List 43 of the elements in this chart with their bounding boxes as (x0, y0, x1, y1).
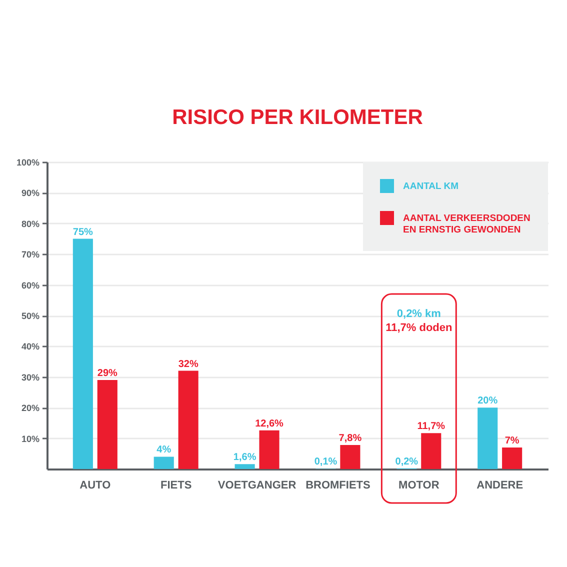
x-tick-label: BROMFIETS (306, 480, 370, 492)
x-tick-label: VOETGANGER (218, 480, 296, 492)
data-label: 11,7% (417, 421, 446, 432)
y-tick-label: 50% (21, 311, 40, 321)
data-label: 0,1% (314, 456, 338, 468)
bar (340, 445, 360, 469)
data-label: 32% (178, 358, 198, 370)
x-tick-label: AUTO (80, 480, 112, 492)
bar (234, 464, 255, 469)
y-tick-label: 30% (21, 372, 40, 382)
legend-label: AANTAL KM (403, 181, 459, 192)
data-label: 1,6% (233, 452, 256, 464)
bar (97, 380, 118, 469)
chart-title: RISICO PER KILOMETER (172, 106, 423, 129)
data-label: 0,2% (395, 456, 418, 468)
data-label: 20% (478, 396, 498, 407)
data-label: 4% (156, 444, 172, 456)
data-label: 7,8% (338, 433, 362, 444)
annotation: 11,7% doden (386, 322, 452, 334)
data-label: 12,6% (255, 418, 284, 430)
y-tick-label: 60% (21, 280, 40, 290)
bar (154, 456, 174, 469)
y-tick-label: 80% (21, 218, 40, 229)
bar (502, 448, 522, 469)
y-tick-label: 70% (21, 250, 40, 260)
bar (72, 238, 93, 469)
legend-label: AANTAL VERKEERSDODEN EN ERNSTIG GEWONDEN (403, 213, 531, 236)
bar (478, 408, 498, 469)
y-tick-label: 40% (21, 342, 40, 352)
data-label: 7% (504, 436, 520, 447)
x-tick-label: ANDERE (476, 480, 524, 492)
bar (421, 433, 442, 469)
data-label: 75% (72, 226, 94, 238)
y-tick-label: 100% (16, 158, 40, 168)
bar (259, 430, 280, 469)
data-label: 29% (97, 368, 118, 379)
annotation: 0,2% km (396, 308, 442, 320)
x-tick-label: FIETS (160, 480, 192, 492)
y-tick-label: 10% (21, 434, 40, 444)
y-tick-label: 90% (21, 188, 40, 198)
y-tick-label: 20% (21, 403, 40, 414)
x-tick-label: MOTOR (398, 480, 440, 492)
bar (178, 370, 198, 469)
